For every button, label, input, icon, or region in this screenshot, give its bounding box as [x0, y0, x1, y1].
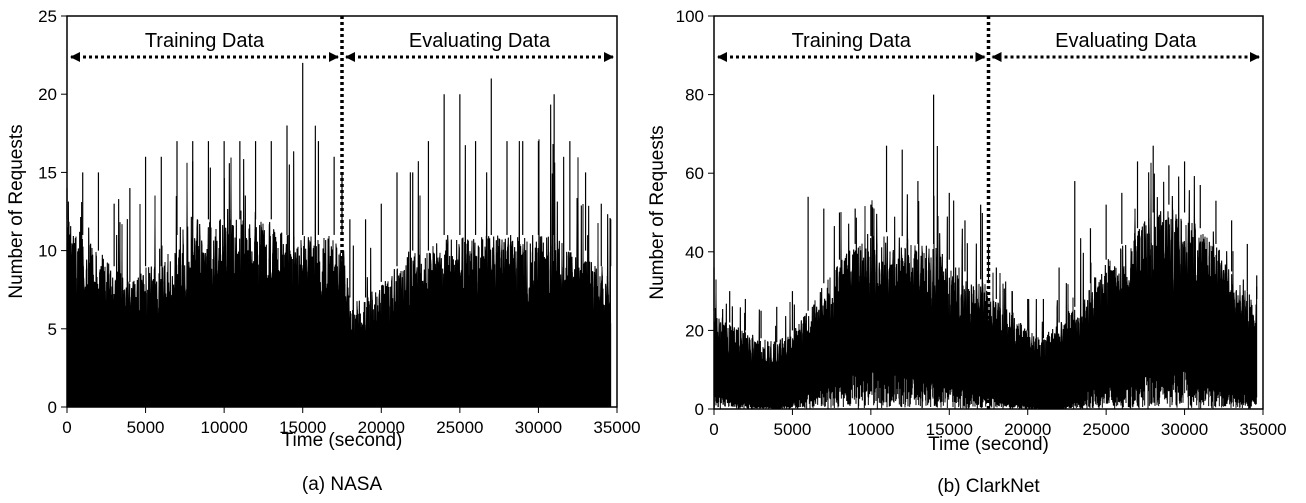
- x-tick-label: 35000: [1239, 420, 1286, 439]
- series-layer: [713, 94, 1258, 409]
- x-tick-label: 35000: [593, 418, 640, 437]
- x-tick-label: 20000: [1004, 420, 1051, 439]
- x-axis-label: Time (second): [282, 430, 403, 451]
- ticks-layer: 0 5000 10000 15000 20000 25000 30000 35000 0 20 40…: [676, 7, 1287, 439]
- y-tick-label: 40: [685, 243, 704, 262]
- x-tick-label: 10000: [201, 418, 248, 437]
- y-tick-label: 10: [38, 242, 57, 261]
- y-axis-label: Number of Requests: [647, 125, 668, 299]
- y-tick-label: 100: [676, 7, 704, 26]
- series-trace: [713, 145, 1258, 409]
- evaluating-data-label: Evaluating Data: [1055, 30, 1197, 52]
- x-tick-label: 5000: [127, 418, 165, 437]
- annotation-layer: Training Data Evaluating Data: [70, 16, 614, 407]
- x-tick-label: 25000: [436, 418, 483, 437]
- y-tick-label: 0: [695, 400, 704, 419]
- x-tick-label: 5000: [774, 420, 812, 439]
- y-tick-label: 20: [685, 321, 704, 340]
- x-tick-label: 15000: [926, 420, 973, 439]
- y-axis-label: Number of Requests: [6, 124, 27, 298]
- y-tick-label: 25: [38, 7, 57, 26]
- y-tick-label: 20: [38, 85, 57, 104]
- panel-nasa: 0 5000 10000 15000 20000 25000 30000 35000 0 5 10 1…: [6, 7, 641, 495]
- x-tick-label: 0: [709, 420, 718, 439]
- evaluating-data-label: Evaluating Data: [409, 30, 551, 52]
- series-layer: [66, 62, 612, 407]
- x-tick-label: 0: [62, 418, 71, 437]
- training-data-label: Training Data: [145, 30, 265, 52]
- training-data-label: Training Data: [792, 30, 912, 52]
- y-tick-label: 60: [685, 164, 704, 183]
- x-tick-label: 10000: [847, 420, 894, 439]
- x-tick-label: 15000: [279, 418, 326, 437]
- annotation-layer: Training Data Evaluating Data: [717, 16, 1260, 409]
- x-tick-label: 30000: [515, 418, 562, 437]
- ticks-layer: 0 5000 10000 15000 20000 25000 30000 35000 0 5 10 1…: [38, 7, 641, 437]
- panel-clarknet: 0 5000 10000 15000 20000 25000 30000 35000 0 20 40…: [647, 7, 1287, 497]
- x-tick-label: 30000: [1161, 420, 1208, 439]
- y-tick-label: 15: [38, 163, 57, 182]
- y-tick-label: 80: [685, 86, 704, 105]
- y-tick-label: 0: [48, 398, 57, 417]
- panel-caption: (b) ClarkNet: [937, 476, 1040, 497]
- x-axis-label: Time (second): [928, 434, 1049, 455]
- panel-caption: (a) NASA: [302, 474, 383, 495]
- x-tick-label: 20000: [358, 418, 405, 437]
- x-tick-label: 25000: [1083, 420, 1130, 439]
- y-tick-label: 5: [48, 320, 57, 339]
